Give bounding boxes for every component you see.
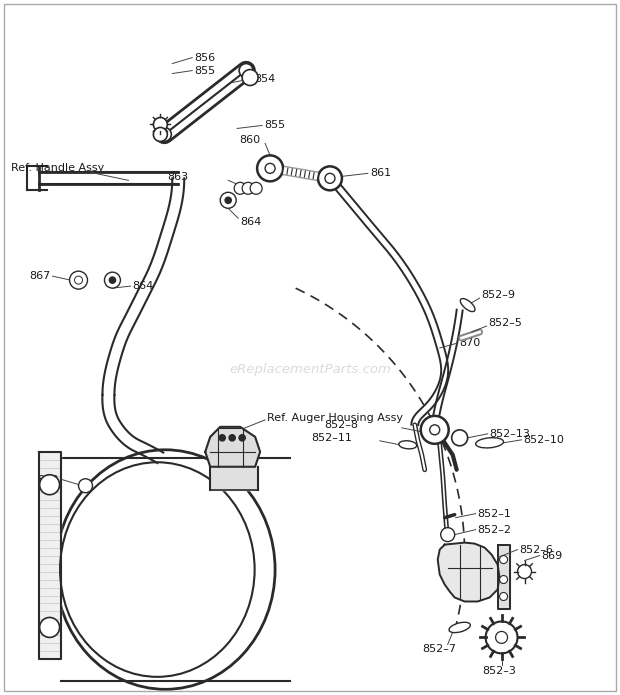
Polygon shape [210, 467, 258, 490]
Ellipse shape [476, 438, 503, 448]
Circle shape [518, 564, 531, 578]
Text: 860: 860 [239, 136, 260, 145]
Polygon shape [438, 543, 500, 601]
Text: 852–3: 852–3 [482, 667, 516, 676]
Polygon shape [38, 452, 61, 660]
Polygon shape [328, 176, 448, 425]
Circle shape [219, 435, 225, 441]
Text: 852–5: 852–5 [489, 318, 523, 328]
Ellipse shape [399, 441, 417, 449]
Circle shape [40, 617, 60, 637]
Circle shape [452, 430, 467, 445]
Ellipse shape [56, 450, 275, 689]
Text: 869: 869 [541, 550, 563, 561]
Text: 863: 863 [167, 172, 188, 182]
Circle shape [225, 197, 231, 204]
Circle shape [69, 271, 87, 289]
Text: Ref. Handle Assy: Ref. Handle Assy [11, 163, 104, 173]
Text: 856: 856 [194, 53, 215, 63]
Circle shape [104, 272, 120, 288]
Text: 852–8: 852–8 [324, 420, 358, 430]
Ellipse shape [460, 299, 475, 311]
Text: 852–2: 852–2 [477, 525, 512, 534]
Text: 852–10: 852–10 [523, 435, 564, 445]
Ellipse shape [449, 622, 471, 632]
Text: 870: 870 [459, 338, 481, 348]
Text: 852–6: 852–6 [520, 545, 554, 555]
Circle shape [242, 70, 258, 85]
Circle shape [220, 193, 236, 208]
Circle shape [234, 182, 246, 195]
Text: 867: 867 [29, 271, 51, 281]
Text: 861: 861 [370, 168, 391, 179]
Circle shape [441, 528, 454, 541]
Circle shape [74, 276, 82, 284]
Text: 852–13: 852–13 [490, 429, 531, 439]
Text: 868: 868 [37, 475, 58, 484]
Text: Ref. Auger Housing Assy: Ref. Auger Housing Assy [267, 413, 403, 423]
Circle shape [153, 117, 167, 131]
Text: 854: 854 [254, 74, 275, 83]
Text: eReplacementParts.com: eReplacementParts.com [229, 363, 391, 377]
Circle shape [485, 621, 518, 653]
Text: 852–1: 852–1 [477, 509, 512, 518]
Circle shape [257, 156, 283, 181]
Circle shape [239, 63, 253, 78]
Circle shape [495, 632, 508, 644]
Circle shape [40, 475, 60, 495]
Circle shape [79, 479, 92, 493]
Circle shape [110, 277, 115, 283]
Circle shape [157, 127, 171, 141]
Circle shape [239, 435, 245, 441]
Circle shape [500, 575, 508, 584]
Circle shape [421, 416, 449, 444]
Circle shape [229, 435, 235, 441]
Text: 852–7: 852–7 [423, 644, 457, 655]
Polygon shape [102, 395, 163, 463]
Circle shape [250, 182, 262, 195]
Circle shape [265, 163, 275, 173]
Text: 864: 864 [133, 281, 154, 291]
Polygon shape [498, 545, 510, 610]
Circle shape [500, 593, 508, 600]
Circle shape [153, 127, 167, 141]
Circle shape [242, 182, 254, 195]
Text: 864: 864 [240, 218, 262, 227]
Text: 852–9: 852–9 [482, 290, 516, 300]
Polygon shape [205, 427, 260, 467]
Circle shape [318, 166, 342, 190]
Text: 852–11: 852–11 [311, 433, 352, 443]
Circle shape [430, 425, 440, 435]
Polygon shape [102, 179, 184, 395]
Text: 855: 855 [264, 120, 285, 131]
Circle shape [500, 555, 508, 564]
Circle shape [325, 173, 335, 183]
Text: 855: 855 [194, 65, 215, 76]
